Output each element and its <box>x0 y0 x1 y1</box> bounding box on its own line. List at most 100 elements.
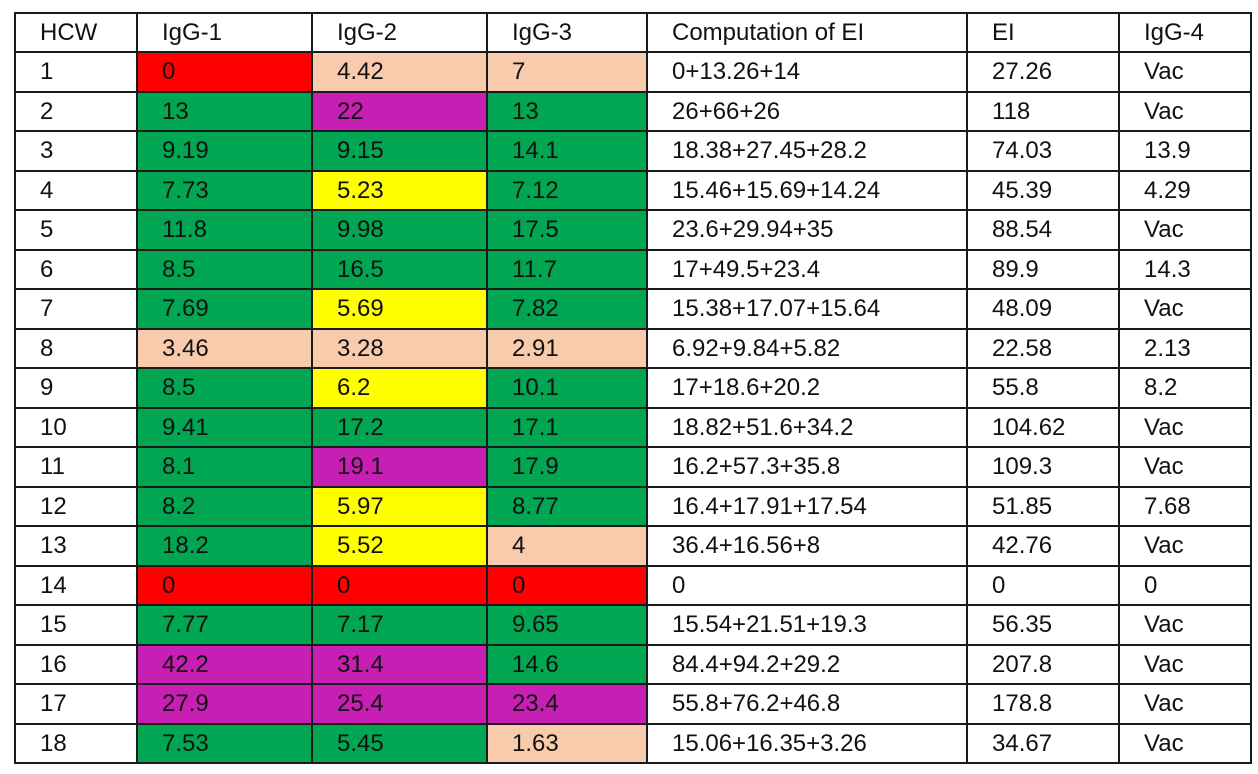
cell-igg-3: 7.12 <box>486 169 648 211</box>
cell-hcw: 17 <box>14 683 138 725</box>
table-row: 9 8.5 6.2 10.1 17+18.6+20.2 55.8 8.2 <box>14 367 1252 409</box>
cell-igg-3: 11.7 <box>486 248 648 290</box>
cell-ei: 34.67 <box>966 722 1120 764</box>
cell-computation-of-ei: 18.82+51.6+34.2 <box>646 406 968 448</box>
table-row: 13 18.2 5.52 4 36.4+16.56+8 42.76 Vac <box>14 525 1252 567</box>
cell-igg-1: 8.1 <box>136 446 313 488</box>
cell-igg-1: 8.5 <box>136 248 313 290</box>
cell-igg-3: 8.77 <box>486 485 648 527</box>
cell-hcw: 7 <box>14 288 138 330</box>
cell-hcw: 14 <box>14 564 138 606</box>
cell-ei: 118 <box>966 90 1120 132</box>
cell-igg-3: 7.82 <box>486 288 648 330</box>
header-hcw: HCW <box>14 12 138 53</box>
cell-computation-of-ei: 0 <box>646 564 968 606</box>
cell-ei: 74.03 <box>966 130 1120 172</box>
table-row: 8 3.46 3.28 2.91 6.92+9.84+5.82 22.58 2.13 <box>14 327 1252 369</box>
cell-igg-3: 13 <box>486 90 648 132</box>
header-igg-1: IgG-1 <box>136 12 313 53</box>
cell-igg-2: 16.5 <box>311 248 488 290</box>
cell-hcw: 4 <box>14 169 138 211</box>
cell-igg-2: 31.4 <box>311 643 488 685</box>
cell-ei: 27.26 <box>966 51 1120 93</box>
header-row: HCW IgG-1 IgG-2 IgG-3 Computation of EI … <box>14 12 1252 53</box>
cell-igg-4: Vac <box>1118 446 1252 488</box>
cell-igg-1: 18.2 <box>136 525 313 567</box>
cell-computation-of-ei: 16.2+57.3+35.8 <box>646 446 968 488</box>
cell-igg-2: 17.2 <box>311 406 488 448</box>
cell-computation-of-ei: 23.6+29.94+35 <box>646 209 968 251</box>
cell-ei: 109.3 <box>966 446 1120 488</box>
cell-igg-4: Vac <box>1118 525 1252 567</box>
cell-igg-4: Vac <box>1118 209 1252 251</box>
cell-igg-1: 13 <box>136 90 313 132</box>
cell-igg-1: 3.46 <box>136 327 313 369</box>
table-row: 3 9.19 9.15 14.1 18.38+27.45+28.2 74.03 13.9 <box>14 130 1252 172</box>
cell-igg-4: Vac <box>1118 51 1252 93</box>
table-row: 17 27.9 25.4 23.4 55.8+76.2+46.8 178.8 Vac <box>14 683 1252 725</box>
table-row: 11 8.1 19.1 17.9 16.2+57.3+35.8 109.3 Vac <box>14 446 1252 488</box>
cell-igg-1: 7.73 <box>136 169 313 211</box>
cell-ei: 89.9 <box>966 248 1120 290</box>
cell-igg-1: 7.69 <box>136 288 313 330</box>
cell-hcw: 6 <box>14 248 138 290</box>
table-row: 16 42.2 31.4 14.6 84.4+94.2+29.2 207.8 Vac <box>14 643 1252 685</box>
cell-ei: 0 <box>966 564 1120 606</box>
cell-igg-2: 6.2 <box>311 367 488 409</box>
cell-hcw: 10 <box>14 406 138 448</box>
cell-hcw: 16 <box>14 643 138 685</box>
table-row: 7 7.69 5.69 7.82 15.38+17.07+15.64 48.09 Vac <box>14 288 1252 330</box>
cell-hcw: 5 <box>14 209 138 251</box>
header-igg-4: IgG-4 <box>1118 12 1252 53</box>
cell-igg-3: 14.6 <box>486 643 648 685</box>
cell-igg-3: 0 <box>486 564 648 606</box>
cell-igg-2: 0 <box>311 564 488 606</box>
cell-hcw: 1 <box>14 51 138 93</box>
cell-igg-2: 25.4 <box>311 683 488 725</box>
cell-hcw: 9 <box>14 367 138 409</box>
cell-hcw: 13 <box>14 525 138 567</box>
cell-igg-2: 9.98 <box>311 209 488 251</box>
cell-igg-2: 5.69 <box>311 288 488 330</box>
cell-igg-3: 7 <box>486 51 648 93</box>
table-row: 18 7.53 5.45 1.63 15.06+16.35+3.26 34.67 Vac <box>14 722 1252 764</box>
cell-igg-4: Vac <box>1118 604 1252 646</box>
cell-ei: 48.09 <box>966 288 1120 330</box>
cell-igg-1: 0 <box>136 564 313 606</box>
cell-hcw: 2 <box>14 90 138 132</box>
table-row: 2 13 22 13 26+66+26 118 Vac <box>14 90 1252 132</box>
cell-computation-of-ei: 15.54+21.51+19.3 <box>646 604 968 646</box>
cell-computation-of-ei: 18.38+27.45+28.2 <box>646 130 968 172</box>
cell-igg-2: 4.42 <box>311 51 488 93</box>
cell-ei: 45.39 <box>966 169 1120 211</box>
header-ei: EI <box>966 12 1120 53</box>
cell-igg-3: 9.65 <box>486 604 648 646</box>
cell-ei: 42.76 <box>966 525 1120 567</box>
cell-igg-4: Vac <box>1118 722 1252 764</box>
table-row: 14 0 0 0 0 0 0 <box>14 564 1252 606</box>
cell-igg-1: 7.53 <box>136 722 313 764</box>
cell-ei: 104.62 <box>966 406 1120 448</box>
cell-hcw: 12 <box>14 485 138 527</box>
cell-igg-4: 8.2 <box>1118 367 1252 409</box>
table-row: 12 8.2 5.97 8.77 16.4+17.91+17.54 51.85 7.68 <box>14 485 1252 527</box>
cell-igg-1: 27.9 <box>136 683 313 725</box>
table-row: 1 0 4.42 7 0+13.26+14 27.26 Vac <box>14 51 1252 93</box>
hcw-igg-table: HCW IgG-1 IgG-2 IgG-3 Computation of EI … <box>14 12 1252 764</box>
cell-hcw: 3 <box>14 130 138 172</box>
cell-igg-2: 5.23 <box>311 169 488 211</box>
cell-computation-of-ei: 17+49.5+23.4 <box>646 248 968 290</box>
cell-computation-of-ei: 15.46+15.69+14.24 <box>646 169 968 211</box>
cell-igg-3: 1.63 <box>486 722 648 764</box>
cell-igg-4: 14.3 <box>1118 248 1252 290</box>
cell-igg-1: 0 <box>136 51 313 93</box>
cell-igg-1: 9.19 <box>136 130 313 172</box>
cell-igg-2: 5.52 <box>311 525 488 567</box>
cell-igg-1: 7.77 <box>136 604 313 646</box>
cell-igg-3: 23.4 <box>486 683 648 725</box>
cell-computation-of-ei: 16.4+17.91+17.54 <box>646 485 968 527</box>
cell-ei: 207.8 <box>966 643 1120 685</box>
cell-igg-4: 13.9 <box>1118 130 1252 172</box>
cell-igg-3: 17.5 <box>486 209 648 251</box>
header-igg-3: IgG-3 <box>486 12 648 53</box>
